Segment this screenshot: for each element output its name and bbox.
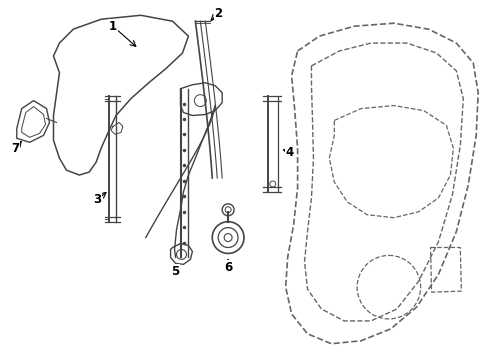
Text: 1: 1: [109, 20, 117, 33]
Text: 5: 5: [172, 265, 180, 278]
Text: 4: 4: [286, 146, 294, 159]
Text: 7: 7: [12, 142, 20, 155]
Text: 3: 3: [93, 193, 101, 206]
Text: 2: 2: [214, 7, 222, 20]
Text: 6: 6: [224, 261, 232, 274]
